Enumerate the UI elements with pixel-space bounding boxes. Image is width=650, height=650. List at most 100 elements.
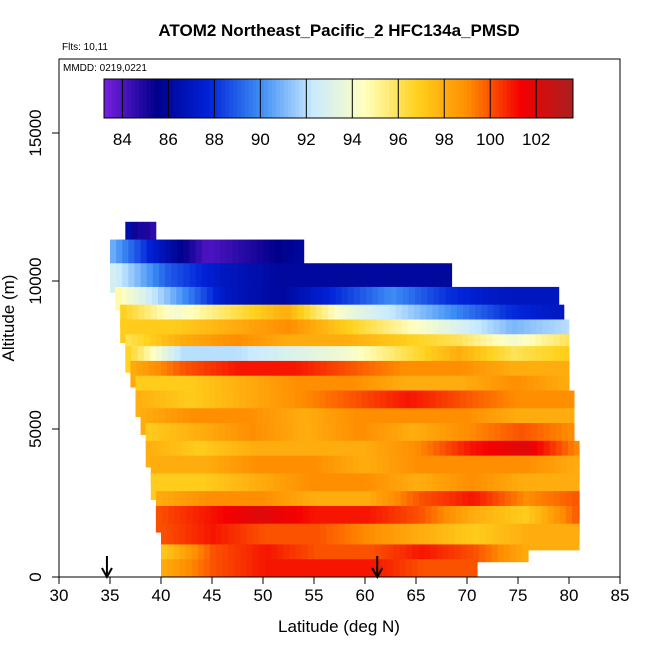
heatmap-cell	[278, 491, 285, 518]
heatmap-cell	[383, 319, 390, 344]
heatmap-cell	[424, 360, 431, 388]
heatmap-cell	[187, 455, 195, 483]
colorbar-swatch	[143, 79, 148, 118]
heatmap-cell	[259, 491, 267, 518]
colorbar-swatch	[295, 79, 300, 118]
heatmap-cell	[525, 440, 532, 468]
heatmap-cell	[295, 559, 303, 577]
x-tick-label: 45	[203, 586, 222, 605]
heatmap-cell	[289, 559, 297, 577]
heatmap-cell	[488, 440, 495, 468]
heatmap-cell	[220, 239, 227, 270]
heatmap-cell	[307, 559, 315, 577]
heatmap-cell	[255, 286, 263, 311]
heatmap-cell	[228, 360, 235, 388]
x-tick-label: 80	[560, 586, 579, 605]
heatmap-cell	[547, 505, 555, 533]
heatmap-cell	[187, 319, 195, 344]
heatmap-cell	[229, 505, 236, 533]
heatmap-cell	[333, 491, 340, 518]
heatmap-cell	[418, 360, 425, 388]
heatmap-cell	[441, 390, 449, 418]
heatmap-cell	[344, 523, 352, 551]
heatmap-cell	[263, 263, 270, 293]
heatmap-cell	[187, 304, 195, 329]
heatmap-cell	[541, 491, 548, 518]
heatmap-cell	[356, 523, 364, 551]
heatmap-cell	[185, 559, 192, 577]
colorbar-swatch	[502, 79, 508, 118]
heatmap-cell	[229, 346, 236, 373]
heatmap-cell	[145, 286, 153, 311]
heatmap-cell	[361, 375, 369, 403]
heatmap-cell	[240, 544, 248, 563]
colorbar-swatch	[428, 79, 433, 118]
heatmap-cell	[523, 346, 530, 373]
heatmap-cell	[402, 423, 410, 450]
heatmap-cell	[238, 263, 246, 293]
colorbar-swatch	[139, 79, 144, 118]
heatmap-cell	[426, 304, 433, 329]
heatmap-cell	[553, 491, 561, 518]
colorbar-swatch	[338, 79, 343, 118]
heatmap-cell	[515, 360, 523, 388]
heatmap-cell	[358, 455, 366, 483]
heatmap-cell	[209, 559, 217, 577]
heatmap-cell	[355, 390, 363, 418]
heatmap-cell	[283, 360, 290, 388]
heatmap-cell	[377, 473, 384, 501]
heatmap-cell	[167, 523, 174, 551]
heatmap-cell	[244, 263, 252, 293]
heatmap-cell	[234, 523, 241, 551]
heatmap-cell	[547, 346, 555, 373]
heatmap-cell	[571, 523, 578, 551]
heatmap-cell	[548, 319, 556, 344]
heatmap-cell	[162, 346, 169, 373]
heatmap-cell	[360, 408, 368, 435]
heatmap-cell	[546, 360, 554, 388]
heatmap-cell	[267, 319, 274, 344]
heatmap-cell	[220, 408, 227, 435]
heatmap-cell	[529, 505, 536, 533]
heatmap-cell	[315, 505, 322, 533]
heatmap-cell	[126, 304, 133, 329]
heatmap-cell	[382, 491, 389, 518]
heatmap-cell	[225, 440, 232, 468]
heatmap-cell	[141, 375, 149, 403]
heatmap-cell	[323, 286, 330, 311]
x-tick-label: 40	[152, 586, 171, 605]
heatmap-cell	[190, 390, 198, 418]
heatmap-cell	[461, 346, 469, 373]
heatmap-cell	[322, 304, 329, 329]
colorbar-swatch	[537, 79, 543, 118]
heatmap-cell	[145, 423, 153, 450]
heatmap-cell	[391, 263, 399, 293]
heatmap-cell	[487, 319, 494, 344]
heatmap-cell	[493, 473, 501, 501]
heatmap-cell	[330, 408, 337, 435]
heatmap-cell	[312, 390, 320, 418]
heatmap-cell	[440, 263, 447, 293]
heatmap-cell	[508, 375, 516, 403]
heatmap-cell	[314, 544, 321, 563]
colorbar-tick-label: 94	[343, 130, 362, 149]
heatmap-cell	[573, 455, 580, 483]
heatmap-cell	[543, 423, 551, 450]
colorbar-swatch	[447, 79, 453, 118]
heatmap-cell	[221, 375, 228, 403]
heatmap-cell	[509, 523, 517, 551]
heatmap-cell	[133, 286, 140, 311]
heatmap-cell	[552, 360, 560, 388]
heatmap-cell	[192, 505, 200, 533]
heatmap-cell	[154, 360, 162, 388]
heatmap-cell	[482, 286, 489, 311]
heatmap-cell	[400, 346, 408, 373]
heatmap-cell	[110, 239, 117, 270]
heatmap-cell	[297, 455, 305, 483]
heatmap-cell	[273, 304, 280, 329]
heatmap-cell	[510, 346, 518, 373]
heatmap-cell	[454, 544, 462, 563]
colorbar-swatch	[193, 79, 199, 118]
flight-arrows	[101, 556, 384, 580]
heatmap-cell	[240, 559, 248, 577]
